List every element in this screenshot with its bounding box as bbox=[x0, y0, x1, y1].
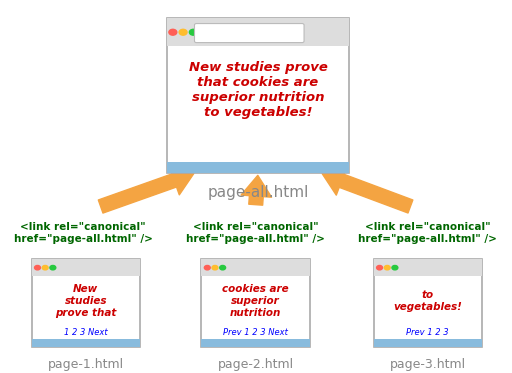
Circle shape bbox=[189, 29, 197, 35]
Circle shape bbox=[50, 266, 56, 270]
Text: page-1.html: page-1.html bbox=[48, 358, 124, 371]
Circle shape bbox=[377, 266, 382, 270]
FancyArrowPatch shape bbox=[241, 175, 271, 205]
FancyBboxPatch shape bbox=[167, 18, 349, 173]
FancyArrowPatch shape bbox=[322, 166, 413, 213]
Text: New studies prove
that cookies are
superior nutrition
to vegetables!: New studies prove that cookies are super… bbox=[188, 61, 327, 119]
FancyArrowPatch shape bbox=[98, 166, 194, 213]
Circle shape bbox=[179, 29, 187, 35]
FancyBboxPatch shape bbox=[201, 259, 310, 276]
Circle shape bbox=[385, 266, 390, 270]
Text: <link rel="canonical"
href="page-all.html" />: <link rel="canonical" href="page-all.htm… bbox=[358, 222, 497, 244]
Text: New
studies
prove that: New studies prove that bbox=[55, 285, 116, 318]
FancyBboxPatch shape bbox=[374, 259, 482, 276]
Circle shape bbox=[34, 266, 40, 270]
Text: <link rel="canonical"
href="page-all.html" />: <link rel="canonical" href="page-all.htm… bbox=[14, 222, 153, 244]
FancyBboxPatch shape bbox=[195, 23, 304, 43]
Text: to
vegetables!: to vegetables! bbox=[393, 290, 462, 312]
FancyBboxPatch shape bbox=[32, 259, 140, 347]
FancyBboxPatch shape bbox=[167, 18, 349, 46]
Text: page-all.html: page-all.html bbox=[207, 185, 309, 200]
Text: 1 2 3 Next: 1 2 3 Next bbox=[64, 328, 108, 338]
Circle shape bbox=[392, 266, 398, 270]
FancyBboxPatch shape bbox=[201, 339, 310, 347]
FancyBboxPatch shape bbox=[167, 162, 349, 173]
Text: page-3.html: page-3.html bbox=[390, 358, 466, 371]
FancyBboxPatch shape bbox=[32, 339, 140, 347]
FancyBboxPatch shape bbox=[32, 259, 140, 276]
Circle shape bbox=[212, 266, 218, 270]
Text: cookies are
superior
nutrition: cookies are superior nutrition bbox=[222, 285, 289, 318]
Circle shape bbox=[204, 266, 210, 270]
FancyBboxPatch shape bbox=[201, 259, 310, 347]
Circle shape bbox=[220, 266, 226, 270]
Circle shape bbox=[42, 266, 48, 270]
Text: page-2.html: page-2.html bbox=[218, 358, 293, 371]
Text: Prev 1 2 3: Prev 1 2 3 bbox=[407, 328, 449, 338]
Circle shape bbox=[169, 29, 177, 35]
FancyBboxPatch shape bbox=[374, 259, 482, 347]
FancyBboxPatch shape bbox=[374, 339, 482, 347]
Text: <link rel="canonical"
href="page-all.html" />: <link rel="canonical" href="page-all.htm… bbox=[186, 222, 325, 244]
Text: Prev 1 2 3 Next: Prev 1 2 3 Next bbox=[223, 328, 288, 338]
